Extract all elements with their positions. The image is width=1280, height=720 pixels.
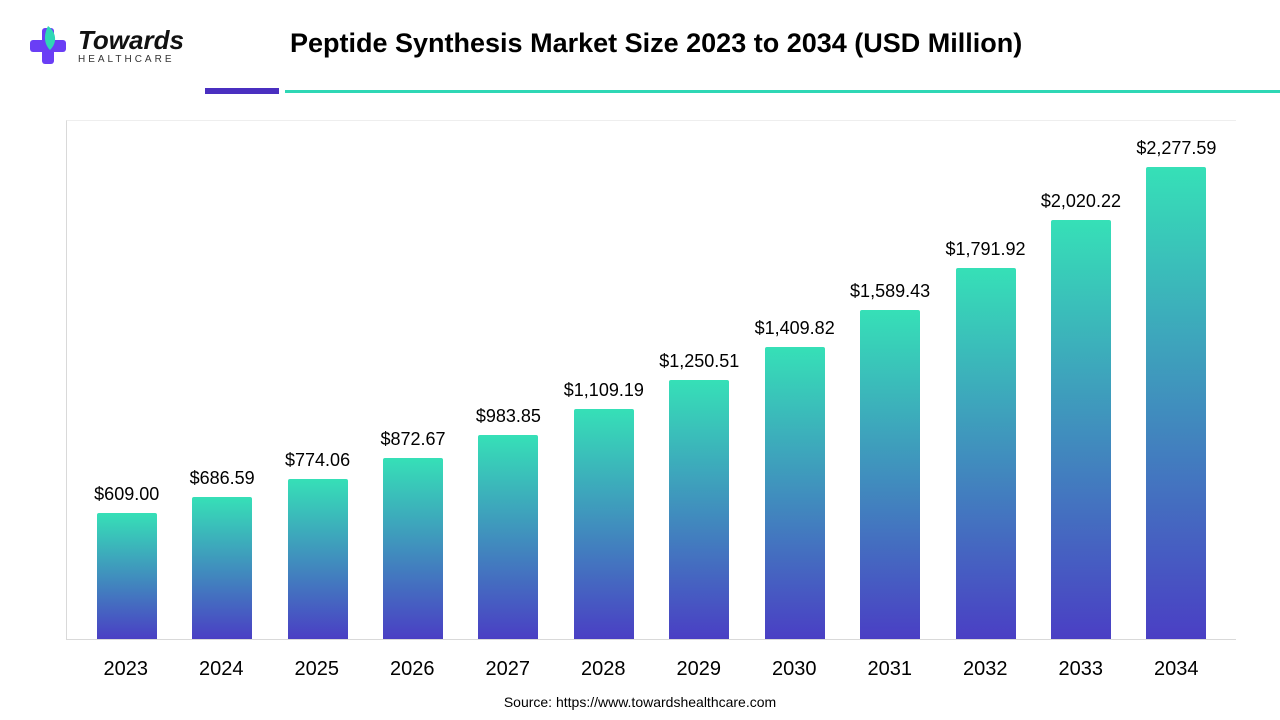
brand-logo: Towards HEALTHCARE [26,24,184,68]
bar-value-label: $774.06 [285,450,350,471]
logo-text: Towards HEALTHCARE [78,27,184,65]
bar [192,497,252,639]
x-tick: 2034 [1129,644,1225,681]
bar [383,458,443,639]
bar-slot: $686.59 [174,121,269,639]
rule-line [285,90,1280,93]
bar [1051,220,1111,639]
x-tick: 2031 [842,644,938,681]
bar-slot: $1,250.51 [652,121,747,639]
bar [956,268,1016,639]
bar-value-label: $1,409.82 [755,318,835,339]
x-tick: 2026 [365,644,461,681]
x-tick: 2029 [651,644,747,681]
bar-chart: $609.00 $686.59 $774.06 $872.67 $983.85 $1,10… [66,120,1236,640]
bar [860,310,920,639]
bar-slot: $872.67 [365,121,460,639]
bar-slot: $1,589.43 [842,121,937,639]
bar-value-label: $1,250.51 [659,351,739,372]
bar-slot: $983.85 [461,121,556,639]
x-tick: 2032 [938,644,1034,681]
bar [478,435,538,639]
bar-value-label: $1,791.92 [945,239,1025,260]
x-tick: 2027 [460,644,556,681]
bar [669,380,729,639]
x-tick: 2028 [556,644,652,681]
bar [765,347,825,639]
bar [288,479,348,639]
bar-value-label: $1,109.19 [564,380,644,401]
bar-value-label: $2,277.59 [1136,138,1216,159]
x-tick: 2033 [1033,644,1129,681]
logo-word: Towards [78,27,184,53]
page: Towards HEALTHCARE Peptide Synthesis Mar… [0,0,1280,720]
bar-value-label: $983.85 [476,406,541,427]
bars-container: $609.00 $686.59 $774.06 $872.67 $983.85 $1,10… [67,121,1236,639]
x-tick: 2024 [174,644,270,681]
rule-accent [205,88,279,94]
x-tick: 2030 [747,644,843,681]
bar-slot: $774.06 [270,121,365,639]
logo-mark-icon [26,24,70,68]
bar [1146,167,1206,639]
chart-title: Peptide Synthesis Market Size 2023 to 20… [290,28,1022,59]
source-line: Source: https://www.towardshealthcare.co… [0,694,1280,710]
bar-slot: $1,409.82 [747,121,842,639]
bar-value-label: $609.00 [94,484,159,505]
bar-value-label: $872.67 [380,429,445,450]
x-tick: 2025 [269,644,365,681]
bar-slot: $609.00 [79,121,174,639]
bar-value-label: $686.59 [190,468,255,489]
header: Towards HEALTHCARE Peptide Synthesis Mar… [0,18,1280,78]
bar-slot: $1,791.92 [938,121,1033,639]
bar [574,409,634,639]
bar [97,513,157,639]
logo-subtitle: HEALTHCARE [78,55,184,65]
bar-slot: $2,020.22 [1033,121,1128,639]
bar-value-label: $2,020.22 [1041,191,1121,212]
bar-value-label: $1,589.43 [850,281,930,302]
x-tick: 2023 [78,644,174,681]
bar-slot: $2,277.59 [1129,121,1224,639]
x-axis: 2023202420252026202720282029203020312032… [66,644,1236,681]
bar-slot: $1,109.19 [556,121,651,639]
title-rule [205,88,1280,94]
